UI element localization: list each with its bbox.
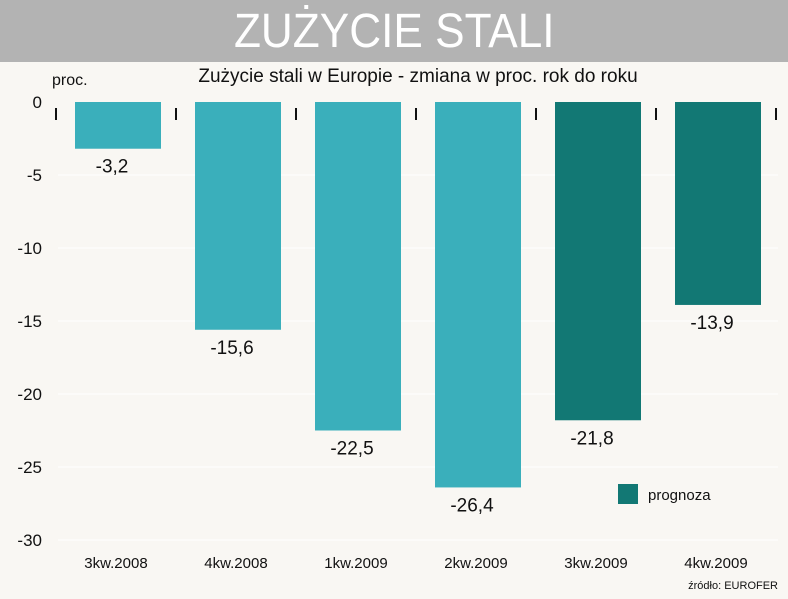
legend: prognoza (618, 484, 711, 504)
bar-2kw.2009 (435, 102, 521, 488)
page-title: ZUŻYCIE STALI (233, 4, 555, 58)
bar-3kw.2009 (555, 102, 641, 421)
value-label: -22,5 (330, 439, 373, 460)
bars (75, 102, 761, 488)
y-tick-label: 0 (33, 93, 42, 112)
category-label: 1kw.2009 (324, 555, 387, 572)
legend-label-forecast: prognoza (648, 487, 711, 504)
bar-3kw.2008 (75, 102, 161, 149)
category-label: 3kw.2008 (84, 555, 147, 572)
value-label: -21,8 (570, 428, 613, 449)
bar-4kw.2009 (675, 102, 761, 305)
y-tick-label: -10 (17, 239, 42, 258)
y-tick-label: -25 (17, 458, 42, 477)
bar-1kw.2009 (315, 102, 401, 431)
value-labels: -3,2 -15,6 -22,5 -26,4 -21,8 -13,9 (96, 157, 734, 517)
y-tick-label: -30 (17, 531, 42, 550)
category-labels: 3kw.2008 4kw.2008 1kw.2009 2kw.2009 3kw.2009… (84, 555, 747, 572)
category-label: 4kw.2009 (684, 555, 747, 572)
y-tick-label: -15 (17, 312, 42, 331)
value-label: -15,6 (210, 338, 253, 359)
value-label: -26,4 (450, 495, 494, 516)
value-label: -3,2 (96, 157, 129, 178)
chart-subtitle: Zużycie stali w Europie - zmiana w proc.… (198, 66, 637, 87)
legend-swatch-forecast (618, 484, 638, 504)
title-bar: ZUŻYCIE STALI (0, 0, 788, 62)
y-axis-unit: proc. (52, 72, 88, 89)
y-tick-label: -20 (17, 385, 42, 404)
gridlines (58, 174, 778, 541)
source-note: źródło: EUROFER (688, 580, 778, 592)
category-label: 4kw.2008 (204, 555, 267, 572)
category-label: 2kw.2009 (444, 555, 507, 572)
bar-4kw.2008 (195, 102, 281, 330)
category-label: 3kw.2009 (564, 555, 627, 572)
y-tick-label: -5 (27, 166, 42, 185)
value-label: -13,9 (690, 313, 733, 334)
y-axis-ticks: 0 -5 -10 -15 -20 -25 -30 (17, 93, 777, 550)
